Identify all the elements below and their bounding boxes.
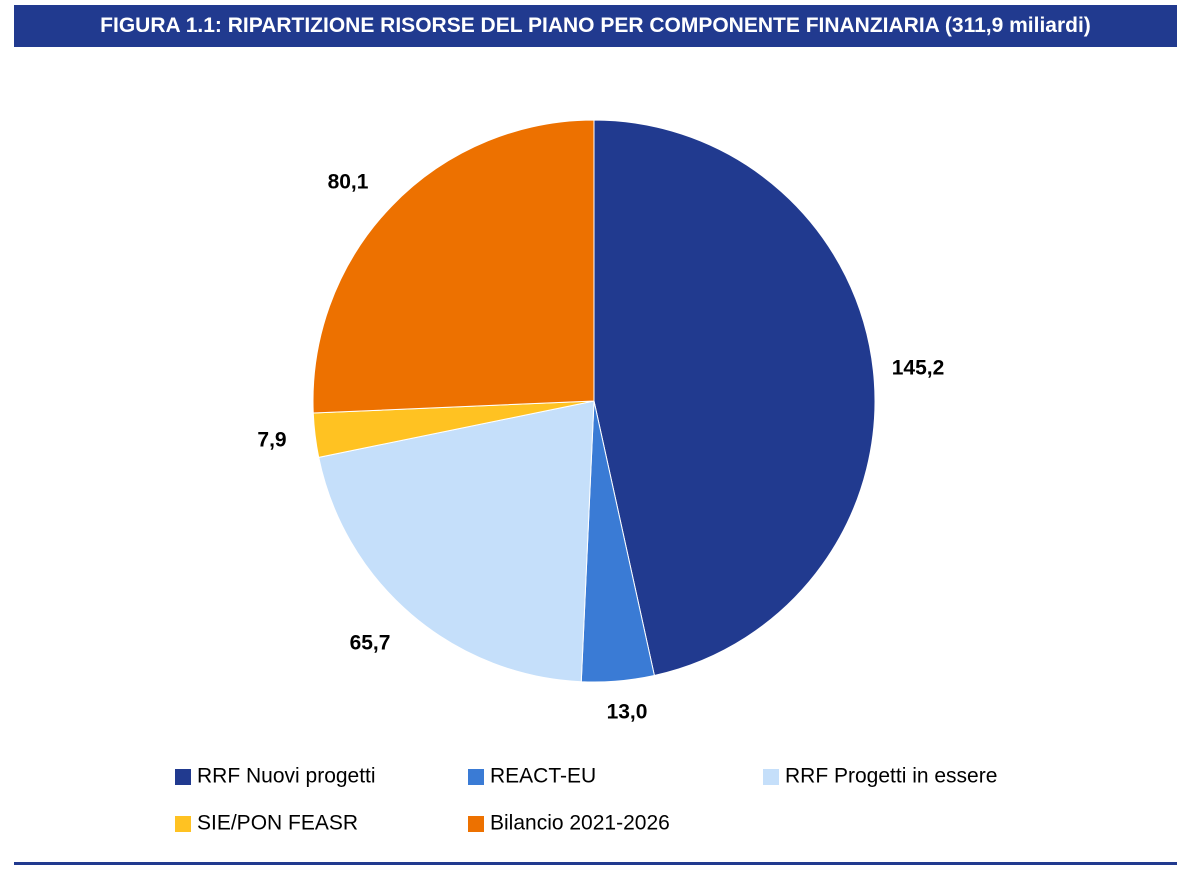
legend-label: Bilancio 2021-2026: [490, 812, 670, 835]
pie-slice-bilancio-2021-2026: [312, 119, 595, 414]
data-label: 80,1: [328, 171, 369, 194]
chart-title: FIGURA 1.1: RIPARTIZIONE RISORSE DEL PIA…: [14, 5, 1177, 47]
data-label: 145,2: [892, 357, 945, 380]
legend-label: REACT-EU: [490, 765, 596, 788]
legend-swatch: [468, 816, 484, 832]
data-labels: 145,2 13,0 65,7 7,9 80,1: [257, 171, 944, 724]
data-label: 13,0: [607, 701, 648, 724]
legend-swatch: [175, 769, 191, 785]
legend-label: RRF Progetti in essere: [785, 765, 997, 788]
data-label: 65,7: [350, 632, 391, 655]
pie-slices: [312, 119, 876, 683]
legend-swatch: [763, 769, 779, 785]
pie-slice-rrf-nuovi-progetti: [593, 119, 876, 677]
legend-label: RRF Nuovi progetti: [197, 765, 376, 788]
bottom-rule: [14, 862, 1177, 865]
legend-label: SIE/PON FEASR: [197, 812, 358, 835]
data-label: 7,9: [257, 429, 286, 452]
legend-swatch: [468, 769, 484, 785]
legend: RRF Nuovi progetti REACT-EU RRF Progetti i…: [175, 765, 997, 835]
pie-slice-rrf-progetti-in-essere: [318, 400, 595, 683]
legend-swatch: [175, 816, 191, 832]
